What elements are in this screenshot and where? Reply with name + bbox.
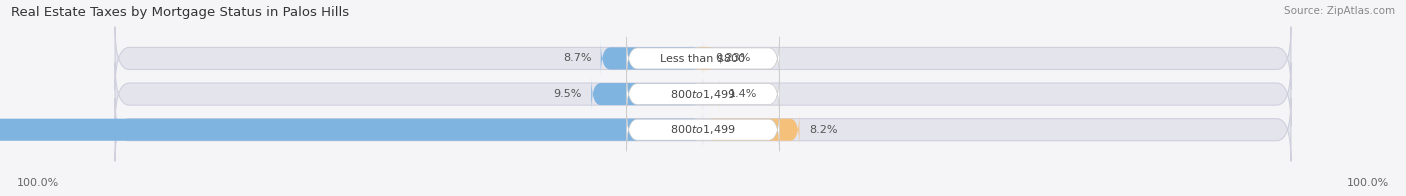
FancyBboxPatch shape bbox=[115, 98, 1291, 162]
Text: 0.23%: 0.23% bbox=[716, 54, 751, 64]
Text: Less than $800: Less than $800 bbox=[661, 54, 745, 64]
FancyBboxPatch shape bbox=[115, 27, 1291, 90]
FancyBboxPatch shape bbox=[0, 112, 703, 147]
Text: 8.2%: 8.2% bbox=[808, 125, 838, 135]
Text: 9.5%: 9.5% bbox=[554, 89, 582, 99]
Text: Real Estate Taxes by Mortgage Status in Palos Hills: Real Estate Taxes by Mortgage Status in … bbox=[11, 6, 349, 19]
Text: $800 to $1,499: $800 to $1,499 bbox=[671, 88, 735, 101]
FancyBboxPatch shape bbox=[627, 37, 779, 80]
FancyBboxPatch shape bbox=[115, 62, 1291, 126]
Text: 100.0%: 100.0% bbox=[17, 178, 59, 188]
FancyBboxPatch shape bbox=[627, 73, 779, 116]
FancyBboxPatch shape bbox=[696, 41, 713, 76]
Text: 100.0%: 100.0% bbox=[1347, 178, 1389, 188]
FancyBboxPatch shape bbox=[627, 108, 779, 151]
FancyBboxPatch shape bbox=[703, 112, 800, 147]
Text: 8.7%: 8.7% bbox=[562, 54, 592, 64]
Text: Source: ZipAtlas.com: Source: ZipAtlas.com bbox=[1284, 6, 1395, 16]
FancyBboxPatch shape bbox=[592, 77, 703, 112]
FancyBboxPatch shape bbox=[703, 77, 720, 112]
FancyBboxPatch shape bbox=[600, 41, 703, 76]
Text: $800 to $1,499: $800 to $1,499 bbox=[671, 123, 735, 136]
Text: 1.4%: 1.4% bbox=[728, 89, 758, 99]
